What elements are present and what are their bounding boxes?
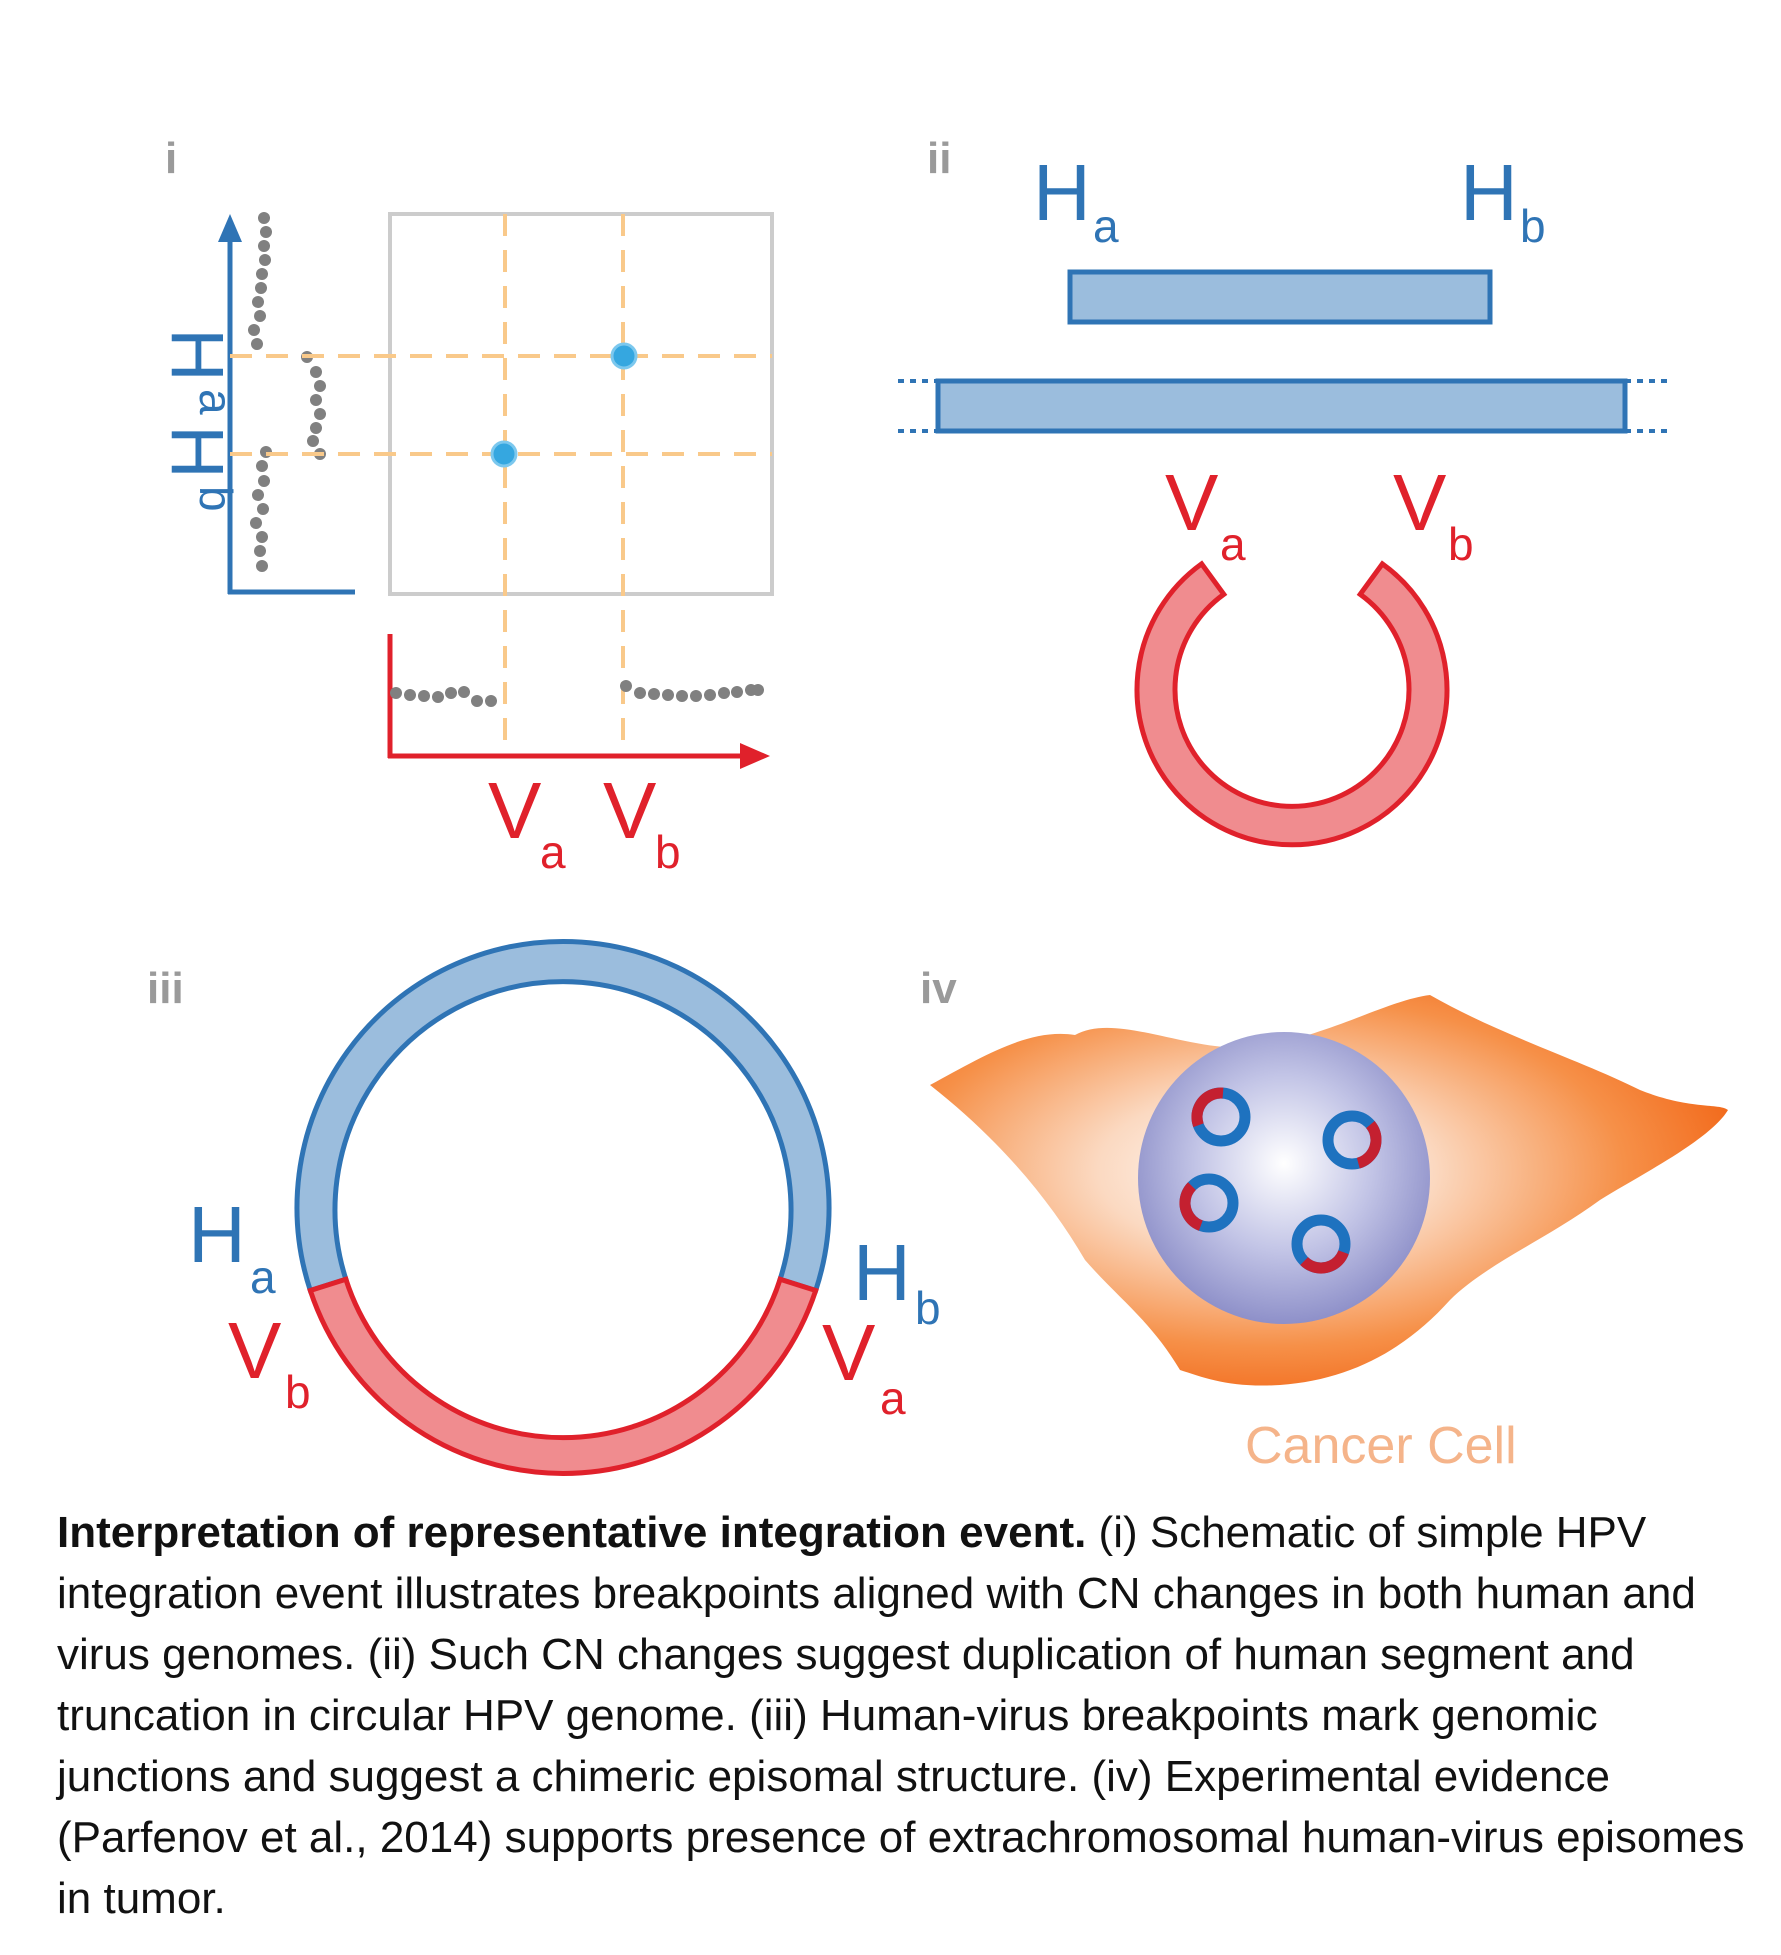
svg-text:H: H	[156, 425, 239, 478]
svg-text:H: H	[188, 1190, 246, 1279]
figure-caption: Interpretation of representative integra…	[57, 1502, 1747, 1929]
human-axis-arrowhead	[218, 214, 242, 242]
nucleus	[1138, 1032, 1430, 1324]
svg-text:a: a	[540, 826, 566, 878]
label-h-b-rotated: H b	[156, 425, 242, 511]
episome-human-arc	[294, 938, 832, 1294]
svg-text:V: V	[1165, 458, 1219, 547]
svg-text:V: V	[228, 1306, 282, 1395]
label-h-b: H b	[1460, 148, 1546, 252]
svg-text:a: a	[1220, 518, 1246, 570]
duplicated-human-segment	[1067, 269, 1493, 325]
label-v-b: V b	[603, 766, 681, 878]
episome-4	[1291, 1214, 1351, 1274]
svg-text:a: a	[250, 1251, 276, 1303]
label-v-b: V b	[1393, 458, 1474, 570]
panel-iv: iv Cancer Cell	[920, 964, 1728, 1475]
figure: i H a H b	[147, 134, 1728, 1476]
svg-text:V: V	[822, 1308, 876, 1397]
label-h-a-rotated: H a	[156, 328, 242, 415]
caption-body: (i) Schematic of simple HPV integration …	[57, 1508, 1745, 1923]
svg-text:b: b	[915, 1282, 941, 1334]
label-v-b: V b	[228, 1306, 311, 1418]
virus-axis-arrowhead	[740, 743, 770, 769]
svg-text:V: V	[1393, 458, 1447, 547]
virus-copy-number-dots	[390, 680, 764, 707]
human-copy-number-dots	[248, 212, 326, 572]
label-h-a: H a	[1033, 148, 1119, 252]
svg-text:H: H	[853, 1228, 911, 1317]
panel-ii-tag: ii	[927, 134, 951, 183]
panel-iii: iii H a V b H b V a	[147, 938, 941, 1476]
label-v-a: V a	[488, 766, 566, 878]
label-h-b: H b	[853, 1228, 941, 1334]
panel-i: i H a H b	[156, 134, 774, 878]
panel-i-tag: i	[165, 134, 177, 183]
svg-text:b: b	[285, 1366, 311, 1418]
svg-text:V: V	[488, 766, 542, 855]
caption-title: Interpretation of representative integra…	[57, 1508, 1087, 1557]
breakpoint-dot-lower	[490, 440, 518, 468]
svg-text:b: b	[190, 486, 242, 512]
cancer-cell-label: Cancer Cell	[1245, 1417, 1517, 1475]
breakpoint-dot-upper	[610, 342, 638, 370]
svg-text:a: a	[880, 1372, 906, 1424]
svg-text:b: b	[1448, 518, 1474, 570]
episome-virus-arc	[307, 1276, 819, 1476]
svg-text:b: b	[1520, 200, 1546, 252]
episome-2	[1322, 1110, 1382, 1170]
episome-1	[1191, 1087, 1251, 1147]
breakpoint-matrix-box	[388, 212, 774, 596]
episome-3	[1179, 1173, 1239, 1233]
svg-text:a: a	[190, 389, 242, 415]
label-h-a: H a	[188, 1190, 276, 1303]
label-v-a: V a	[822, 1308, 906, 1424]
panel-iv-tag: iv	[920, 964, 957, 1013]
svg-text:H: H	[1033, 148, 1091, 237]
panel-ii: ii H a H b V a V b	[898, 134, 1668, 848]
panel-iii-tag: iii	[147, 964, 184, 1013]
label-v-a: V a	[1165, 458, 1246, 570]
svg-text:H: H	[1460, 148, 1518, 237]
svg-text:a: a	[1093, 200, 1119, 252]
svg-text:H: H	[156, 328, 239, 381]
svg-text:V: V	[603, 766, 657, 855]
truncated-virus-genome	[1134, 560, 1450, 848]
breakpoint-guide-lines	[230, 214, 772, 756]
human-chromosome-bar	[935, 378, 1628, 434]
svg-text:b: b	[655, 826, 681, 878]
